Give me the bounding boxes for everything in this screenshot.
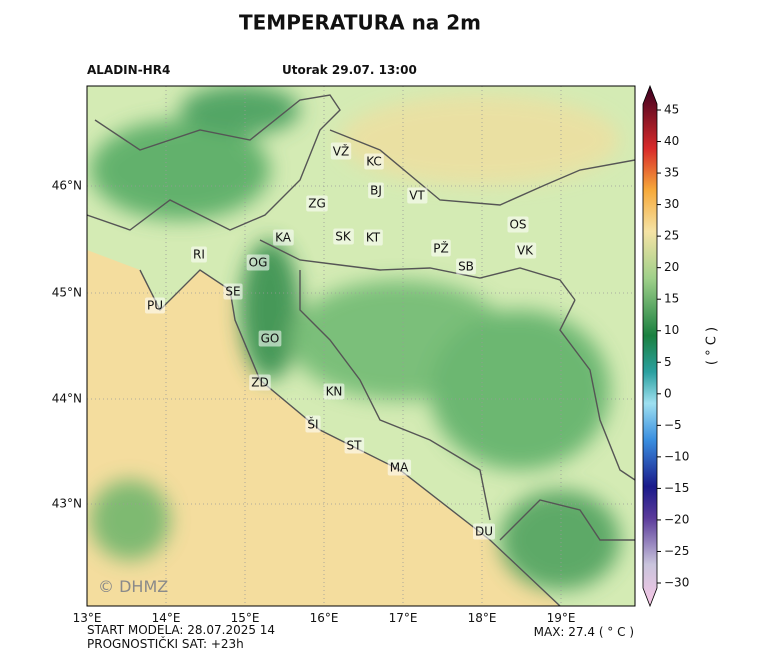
place-halo <box>330 142 352 160</box>
colorbar: ( ° C ) 45 40 35 30 25 20 15 10 5 0 −5 −10 −15 −20 −25… <box>642 84 720 608</box>
place-halo <box>472 523 496 540</box>
place-label: PŽ <box>433 241 448 256</box>
place-label: BJ <box>370 184 382 198</box>
model-start: START MODELA: 28.07.2025 14 <box>87 623 275 637</box>
place-label: KA <box>275 231 292 245</box>
places: VŽ KC BJ VT ZG OS KA SK KT PŽ VK RI OG S… <box>144 142 537 540</box>
colorbar-tick-label: 0 <box>664 386 672 400</box>
place-halo <box>144 297 166 314</box>
place-halo <box>191 246 207 263</box>
place-label: ZG <box>308 197 326 211</box>
lon-label: 15°E <box>231 611 260 625</box>
place-label: MA <box>390 461 409 475</box>
colorbar-tick-label: 15 <box>664 292 679 306</box>
place-halo <box>246 254 270 271</box>
place-halo <box>249 374 271 391</box>
watermark: © DHMZ <box>98 577 168 596</box>
lat-label: 46°N <box>52 179 82 193</box>
colorbar-label: ( ° C ) <box>705 327 720 365</box>
map-frame <box>86 85 636 607</box>
place-halo <box>305 415 321 433</box>
colorbar-tick-label: −20 <box>664 512 689 526</box>
place-label: KC <box>366 155 382 169</box>
place-label: VŽ <box>333 144 349 159</box>
place-halo <box>363 229 383 246</box>
place-halo <box>333 228 354 245</box>
lat-label: 45°N <box>52 286 82 300</box>
place-label: SK <box>335 230 352 244</box>
lat-label: 44°N <box>52 392 82 406</box>
colorbar-tick-label: −10 <box>664 449 689 463</box>
max-value: MAX: 27.4 ( ° C ) <box>534 625 634 639</box>
colorbar-tick-label: −15 <box>664 481 689 495</box>
lat-label: 43°N <box>52 497 82 511</box>
lat-labels: 46°N 45°N 44°N 43°N <box>52 179 82 511</box>
colorbar-tick-label: −5 <box>664 418 682 432</box>
place-label: OS <box>509 218 526 232</box>
model: ALADIN-HR4 <box>87 63 170 77</box>
colorbar-tick-label: −30 <box>664 576 689 590</box>
place-halo <box>364 153 384 170</box>
place-halo <box>456 258 476 275</box>
place-halo <box>431 239 451 257</box>
place-label: ST <box>347 439 363 453</box>
colorbar-tick-label: 45 <box>664 103 679 117</box>
place-label: ŠI <box>307 417 318 432</box>
place-label: KT <box>366 231 381 245</box>
place-halo <box>507 216 529 233</box>
place-label: OG <box>249 256 268 270</box>
place-label: RI <box>193 248 205 262</box>
place-halo <box>514 242 537 259</box>
forecast-hour: PROGNOSTIČKI SAT: +23h <box>87 636 244 651</box>
place-label: PU <box>147 299 163 313</box>
place-label: VK <box>517 244 534 258</box>
place-halo <box>368 182 384 199</box>
colorbar-tick-label: 25 <box>664 229 679 243</box>
lon-label: 16°E <box>310 611 339 625</box>
colorbar-tick-label: 20 <box>664 260 679 274</box>
place-halo <box>223 283 243 300</box>
colorbar-tick-label: 5 <box>664 355 672 369</box>
place-halo <box>344 437 365 454</box>
lon-label: 14°E <box>152 611 181 625</box>
place-halo <box>306 195 328 212</box>
place-halo <box>258 330 282 347</box>
colorbar-tick-label: 30 <box>664 197 679 211</box>
lon-label: 19°E <box>547 611 576 625</box>
colorbar-tick-label: −25 <box>664 544 689 558</box>
place-label: ZD <box>251 376 268 390</box>
colorbar-tick-label: 10 <box>664 323 679 337</box>
place-label: VT <box>409 189 425 203</box>
colorbar-tick-label: 35 <box>664 166 679 180</box>
place-label: SB <box>458 260 474 274</box>
place-halo <box>407 187 428 204</box>
title: TEMPERATURA na 2m <box>239 11 481 35</box>
map <box>87 86 635 606</box>
place-label: KN <box>326 385 343 399</box>
lon-label: 13°E <box>73 611 102 625</box>
valid-time: Utorak 29.07. 13:00 <box>282 63 417 77</box>
place-halo <box>273 229 294 246</box>
lon-label: 18°E <box>468 611 497 625</box>
lon-labels: 13°E 14°E 15°E 16°E 17°E 18°E 19°E <box>73 611 576 625</box>
place-halo <box>323 383 345 400</box>
place-halo <box>387 459 412 476</box>
place-label: SE <box>225 285 240 299</box>
place-label: DU <box>475 525 493 539</box>
lon-label: 17°E <box>389 611 418 625</box>
place-label: GO <box>261 332 280 346</box>
colorbar-tick-label: 40 <box>664 134 679 148</box>
